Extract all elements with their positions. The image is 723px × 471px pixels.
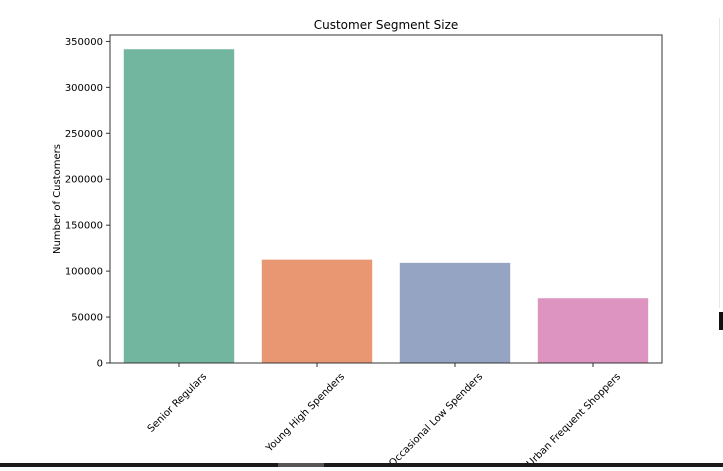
x-tick-label: Senior Regulars (146, 371, 209, 434)
scrollbar-thumb[interactable] (278, 463, 324, 467)
y-tick-label: 50000 (71, 313, 103, 324)
x-tick-label: Occasional Low Spenders (387, 371, 485, 467)
y-axis-label: Number of Customers (52, 144, 63, 254)
y-tick-label: 350000 (65, 37, 103, 48)
bar-senior-regulars (123, 49, 235, 363)
bar-occasional-low-spenders (399, 262, 511, 363)
y-tick-label: 0 (97, 359, 103, 370)
adjacent-panel-marker (719, 312, 723, 330)
chart-title: Customer Segment Size (314, 18, 459, 32)
adjacent-panel-border (719, 18, 720, 308)
bar-urban-frequent-shoppers (537, 298, 649, 363)
y-tick-label: 100000 (65, 267, 103, 278)
bar-young-high-spenders (261, 259, 373, 363)
x-tick-label: Urban Frequent Shoppers (525, 371, 623, 467)
y-tick-label: 300000 (65, 83, 103, 94)
y-tick-label: 200000 (65, 175, 103, 186)
bars-layer (123, 49, 649, 363)
y-tick-label: 250000 (65, 129, 103, 140)
horizontal-scrollbar[interactable] (0, 463, 723, 467)
y-axis: 0 50000 100000 150000 200000 250000 300000 3500… (65, 37, 110, 370)
plot-frame (109, 34, 663, 364)
x-axis: Senior Regulars Young High Spenders Occasi… (146, 363, 623, 469)
y-tick-label: 150000 (65, 221, 103, 232)
x-tick-label: Young High Spenders (263, 371, 347, 455)
